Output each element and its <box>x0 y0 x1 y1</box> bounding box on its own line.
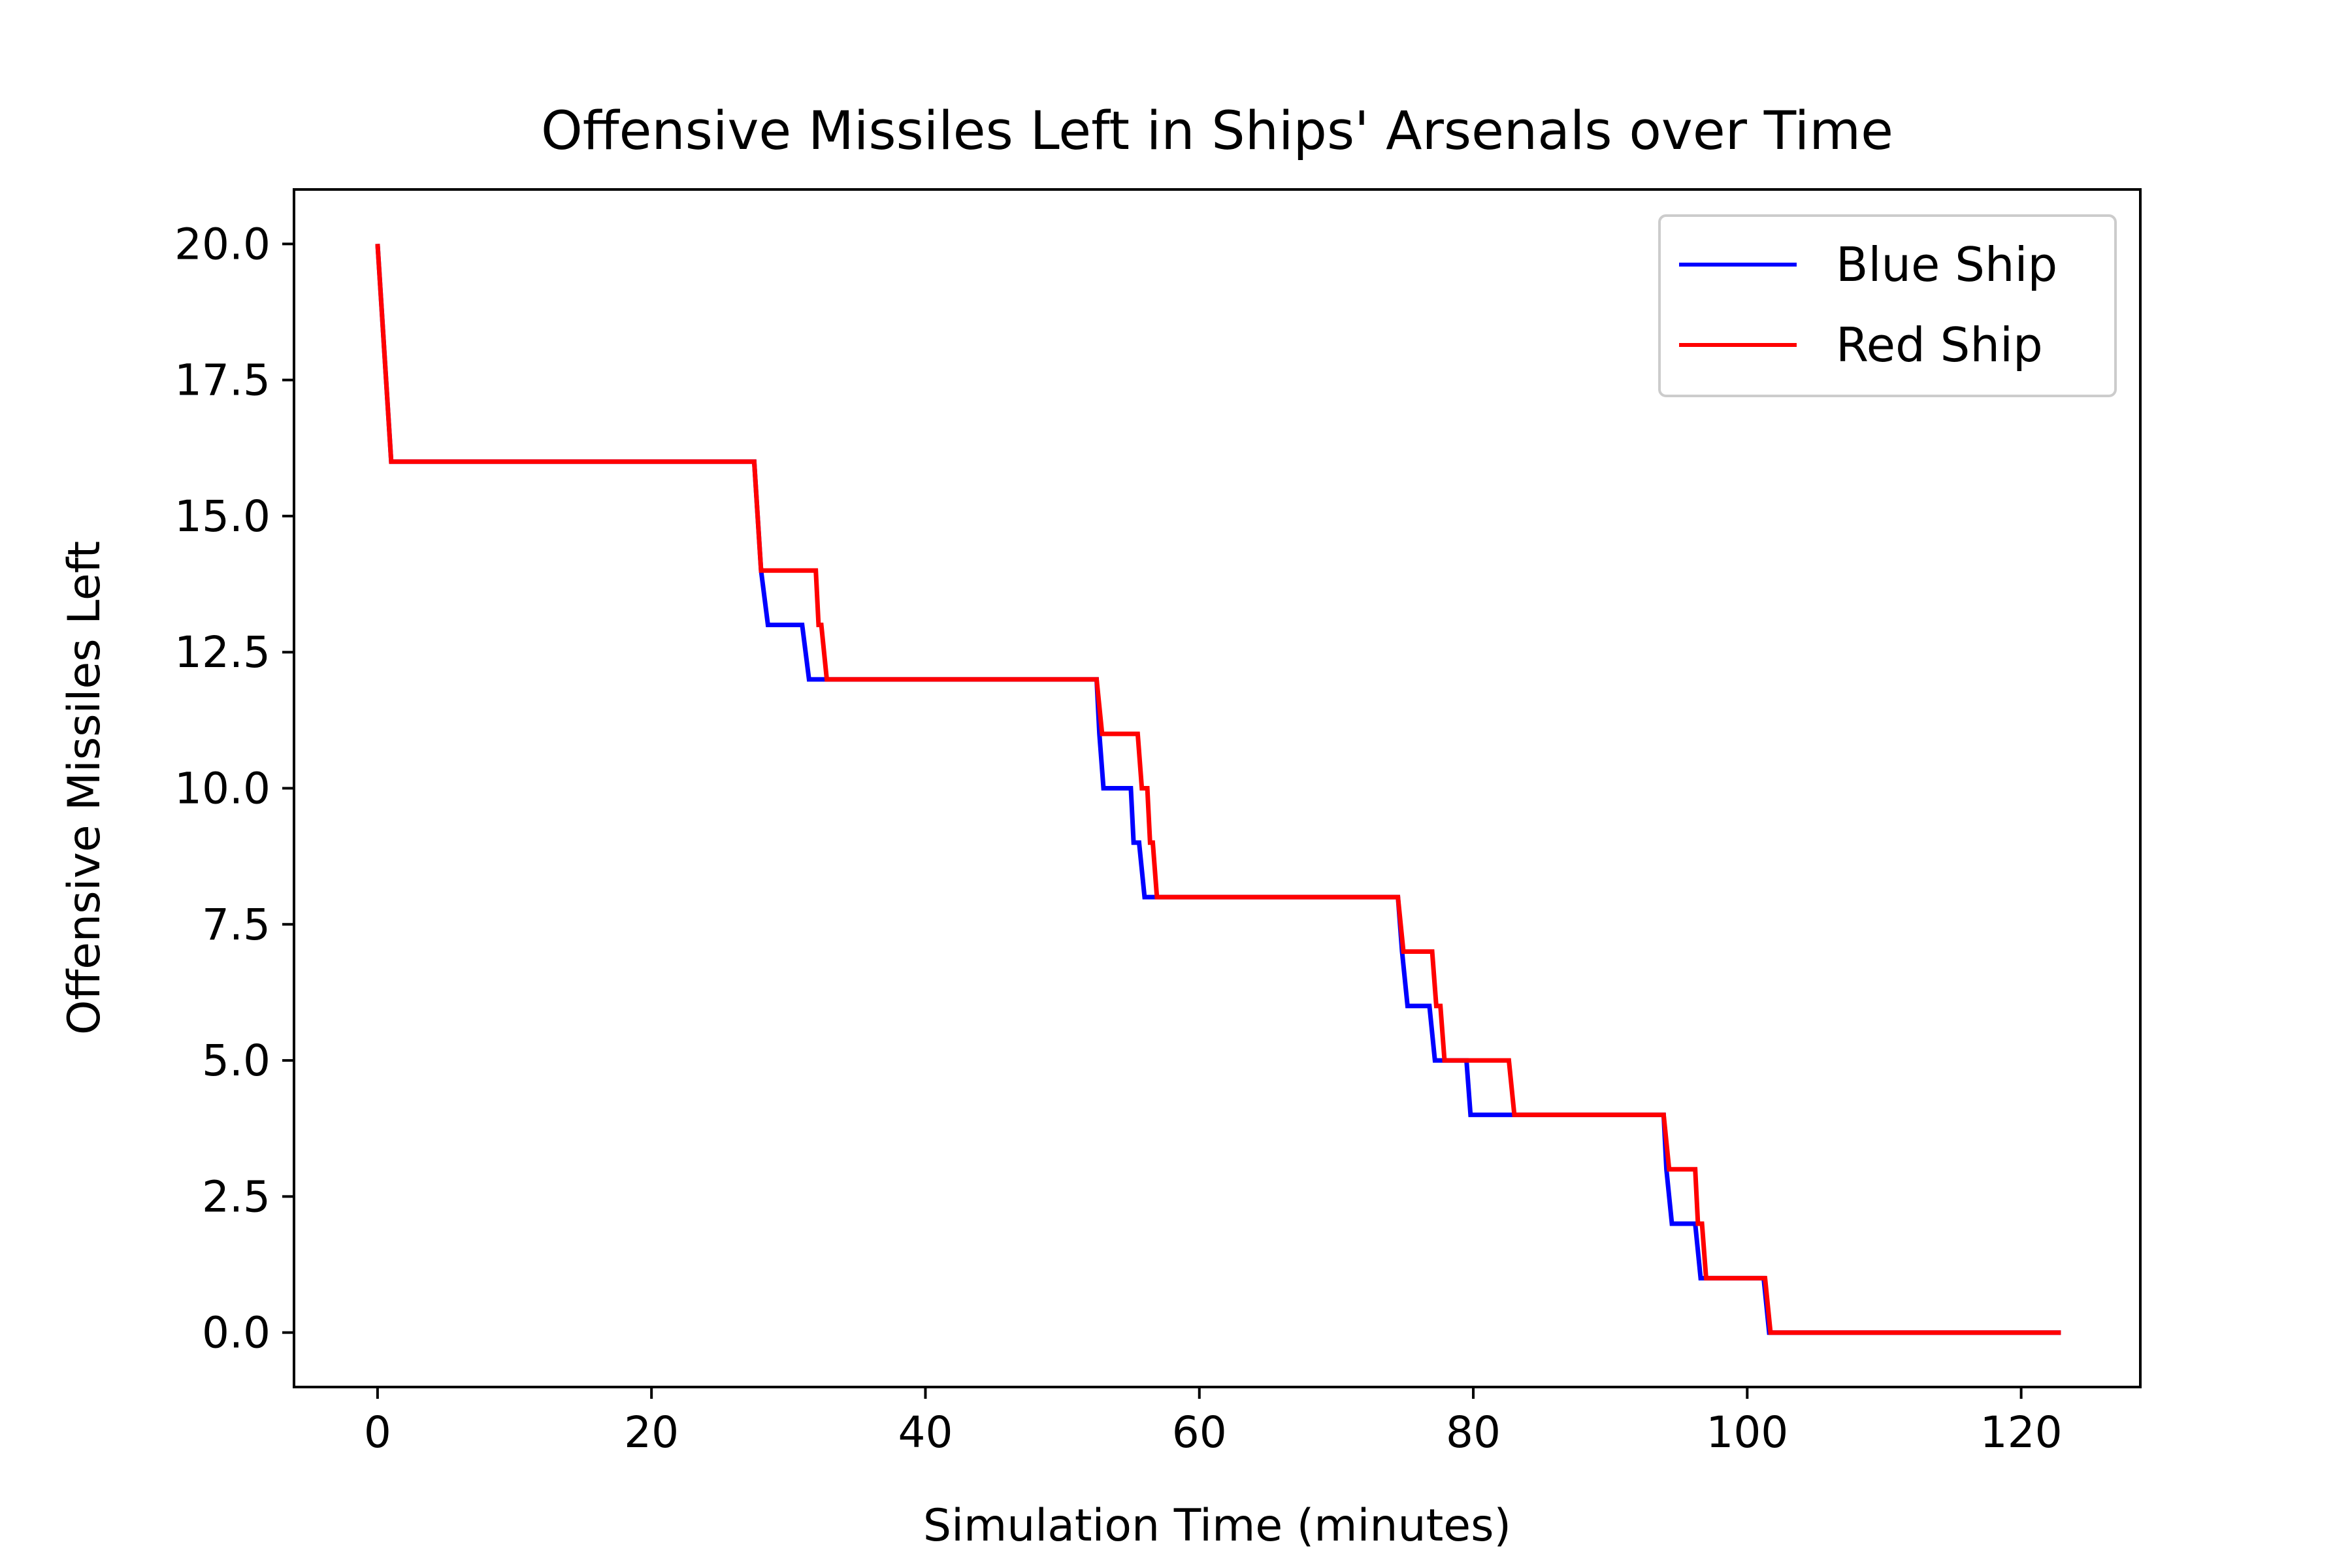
x-tick-label: 80 <box>1446 1407 1501 1458</box>
y-tick-label: 5.0 <box>202 1036 270 1086</box>
legend-label-blue-ship: Blue Ship <box>1836 237 2057 292</box>
legend-box <box>1658 214 2117 397</box>
x-axis: 0 20 40 60 80 100 120 <box>364 1387 2063 1458</box>
x-tick-label: 40 <box>898 1407 953 1458</box>
y-tick-label: 12.5 <box>174 627 270 678</box>
y-tick-label: 17.5 <box>174 355 270 406</box>
x-axis-label: Simulation Time (minutes) <box>923 1500 1511 1552</box>
x-tick-label: 20 <box>624 1407 679 1458</box>
series-line-red-ship <box>375 244 2061 1335</box>
y-axis: 0.0 2.5 5.0 7.5 10.0 12.5 15.0 17.5 20.0 <box>174 219 294 1358</box>
x-tick-label: 100 <box>1706 1407 1788 1458</box>
y-tick-label: 0.0 <box>202 1308 270 1358</box>
legend: Blue Ship Red Ship <box>1658 214 2117 397</box>
y-tick-label: 7.5 <box>202 900 270 950</box>
x-tick-label: 120 <box>1980 1407 2063 1458</box>
legend-label-red-ship: Red Ship <box>1836 318 2043 372</box>
x-tick-label: 60 <box>1172 1407 1227 1458</box>
series-layer <box>375 244 2061 1335</box>
x-tick-label: 0 <box>364 1407 391 1458</box>
chart-title: Offensive Missiles Left in Ships' Arsena… <box>541 101 1893 162</box>
y-tick-label: 10.0 <box>174 764 270 814</box>
series-line-blue-ship <box>375 244 2061 1335</box>
y-tick-label: 2.5 <box>202 1171 270 1222</box>
y-tick-label: 20.0 <box>174 219 270 269</box>
y-axis-label: Offensive Missiles Left <box>59 541 110 1035</box>
y-tick-label: 15.0 <box>174 491 270 542</box>
